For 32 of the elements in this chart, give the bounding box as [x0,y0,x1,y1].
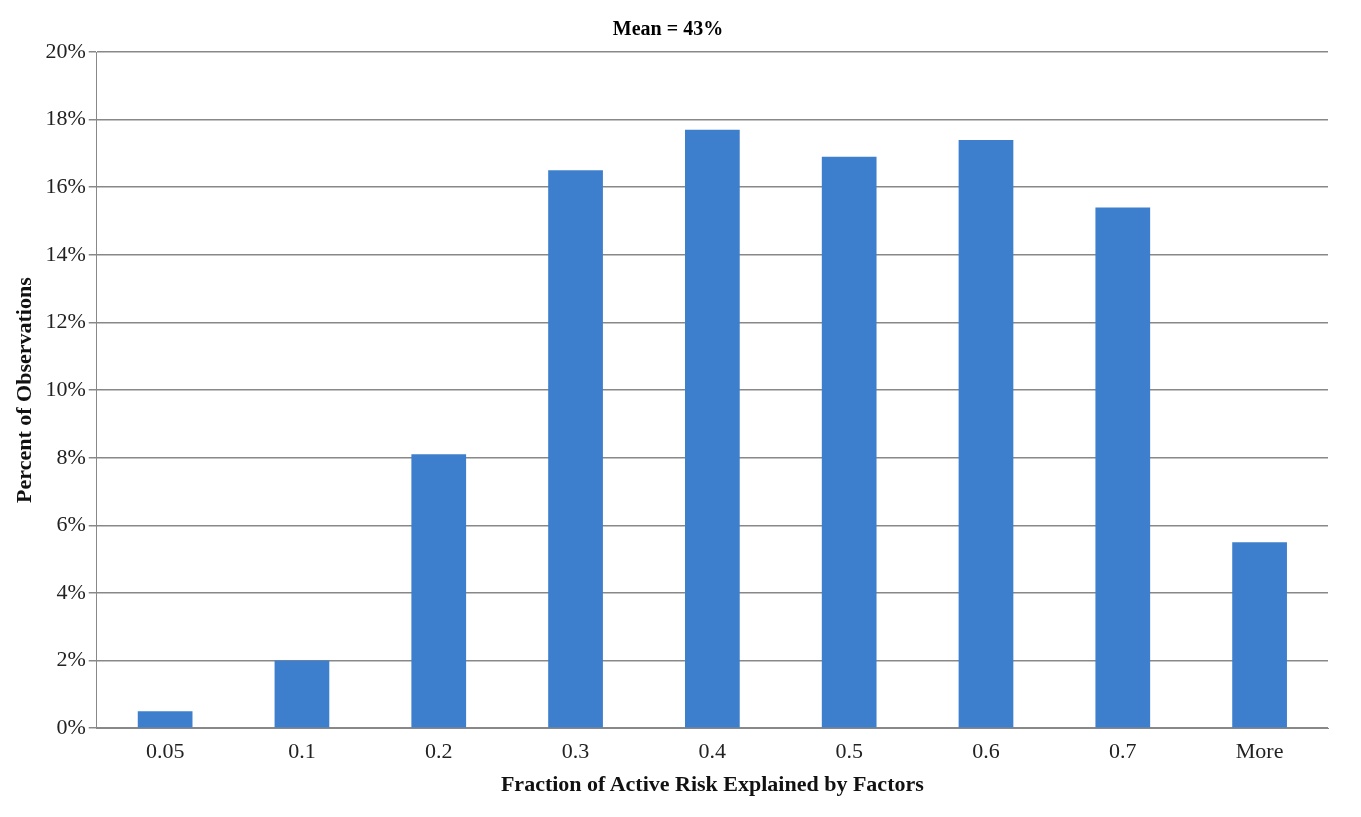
bar [411,454,467,728]
bar [958,139,1014,728]
y-tick-label: 14% [45,240,86,266]
y-axis-title: Percent of Observations [10,276,36,503]
x-tick-label: 0.1 [288,738,316,764]
y-tick-label: 16% [45,173,86,199]
x-tick-label: 0.4 [698,738,727,764]
bar [274,660,330,728]
x-tick-label: More [1235,738,1284,764]
x-tick-label: 0.6 [972,738,1000,764]
bar [1095,207,1151,728]
bar [548,170,603,728]
y-tick-label: 0% [56,713,86,739]
y-tick-label: 20% [45,37,86,63]
y-tick-label: 6% [56,511,86,537]
y-tick-label: 8% [56,443,86,469]
y-tick-label: 12% [45,308,86,334]
y-tick-label: 2% [56,646,86,672]
x-tick-label: 0.3 [561,738,590,764]
y-tick-label: 4% [56,578,86,604]
x-axis-title: Fraction of Active Risk Explained by Factors [500,771,925,797]
bar [1232,542,1287,728]
bar [821,156,877,728]
y-tick-label: 10% [45,375,86,401]
x-tick-label: 0.05 [145,738,185,764]
bar [685,129,740,728]
bar [137,711,193,728]
chart-title: Mean = 43% [612,17,724,40]
x-tick-label: 0.7 [1109,738,1137,764]
x-tick-label: 0.2 [425,738,453,764]
y-tick-label: 18% [45,105,86,131]
x-tick-label: 0.5 [835,738,863,764]
